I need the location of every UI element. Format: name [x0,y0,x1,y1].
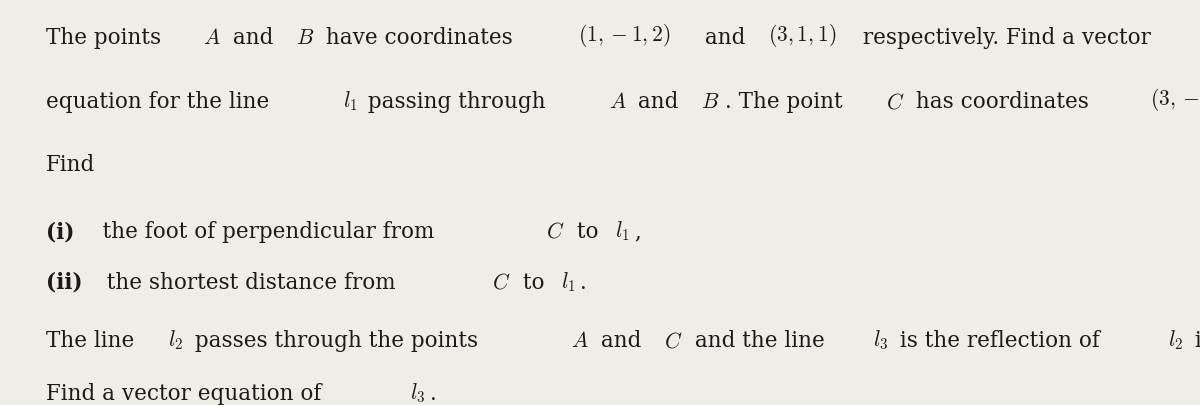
Text: $A$: $A$ [608,92,626,113]
Text: and: and [697,27,752,49]
Text: $(1,-1,2)$: $(1,-1,2)$ [578,21,671,49]
Text: passes through the points: passes through the points [188,330,485,352]
Text: have coordinates: have coordinates [319,27,520,49]
Text: the shortest distance from: the shortest distance from [92,272,402,294]
Text: $B$: $B$ [295,27,314,49]
Text: has coordinates: has coordinates [910,92,1096,113]
Text: .: . [581,272,587,294]
Text: $(3,-16,3)$: $(3,-16,3)$ [1151,86,1200,113]
Text: $l_3$: $l_3$ [409,382,425,405]
Text: respectively. Find a vector: respectively. Find a vector [856,27,1151,49]
Text: $l_1$: $l_1$ [342,90,358,113]
Text: and: and [226,27,280,49]
Text: (ii): (ii) [46,272,82,294]
Text: $A$: $A$ [203,27,221,49]
Text: to: to [516,272,551,294]
Text: $(3,1,1)$: $(3,1,1)$ [768,21,836,49]
Text: $l_2$: $l_2$ [1169,329,1183,352]
Text: (i): (i) [46,221,74,243]
Text: and the line: and the line [688,330,832,352]
Text: and: and [631,92,685,113]
Text: Find: Find [46,154,95,176]
Text: passing through: passing through [361,92,553,113]
Text: the foot of perpendicular from: the foot of perpendicular from [83,221,442,243]
Text: . The point: . The point [725,92,850,113]
Text: Find a vector equation of: Find a vector equation of [46,383,328,405]
Text: .: . [430,383,437,405]
Text: $l_2$: $l_2$ [168,329,184,352]
Text: $l_3$: $l_3$ [872,329,888,352]
Text: in: in [1188,330,1200,352]
Text: ,: , [634,221,641,243]
Text: $C$: $C$ [886,92,904,113]
Text: is the reflection of: is the reflection of [893,330,1106,352]
Text: $B$: $B$ [701,92,720,113]
Text: $C$: $C$ [546,221,564,243]
Text: equation for the line: equation for the line [46,92,276,113]
Text: to: to [570,221,605,243]
Text: The points: The points [46,27,168,49]
Text: The line: The line [46,330,140,352]
Text: $A$: $A$ [571,330,589,352]
Text: $C$: $C$ [492,272,510,294]
Text: $l_1$: $l_1$ [562,270,576,294]
Text: $C$: $C$ [664,330,683,352]
Text: and: and [594,330,648,352]
Text: $l_1$: $l_1$ [616,220,630,243]
